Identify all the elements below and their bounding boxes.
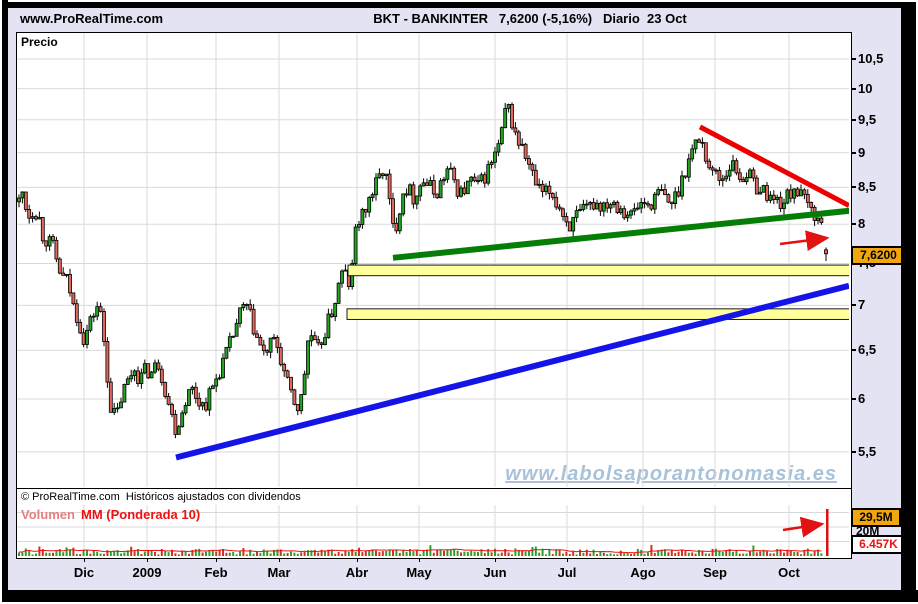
y-axis-label: 9 bbox=[858, 144, 866, 160]
x-axis-tick bbox=[357, 558, 358, 562]
y-axis-tick bbox=[851, 57, 856, 60]
x-axis-label: Mar bbox=[267, 565, 291, 580]
window-border-bottom bbox=[0, 590, 918, 604]
volume-axis-label: 20M bbox=[856, 524, 880, 538]
volume-spike bbox=[826, 509, 829, 556]
y-axis-label: 10 bbox=[858, 80, 873, 96]
y-axis-tick bbox=[851, 349, 856, 352]
x-axis-label: Abr bbox=[345, 565, 369, 580]
last-price-badge: 7,6200 bbox=[851, 246, 906, 265]
x-axis-label: Dic bbox=[73, 565, 95, 580]
trendlines bbox=[175, 124, 849, 461]
trendline-long-term-support bbox=[175, 282, 849, 461]
y-axis-label: 7 bbox=[858, 297, 866, 313]
x-axis-tick bbox=[567, 558, 568, 562]
y-axis-label: 8 bbox=[858, 216, 866, 232]
y-axis-tick bbox=[851, 223, 856, 226]
y-axis-tick bbox=[851, 151, 856, 154]
price-chart bbox=[17, 33, 849, 487]
x-axis-label: May bbox=[406, 565, 432, 580]
y-axis-tick bbox=[851, 87, 856, 90]
y-axis-label: 6 bbox=[858, 391, 866, 407]
x-axis-tick bbox=[643, 558, 644, 562]
volume-gridlines bbox=[17, 505, 849, 556]
volume-current-badge: 29,5M bbox=[851, 508, 901, 527]
x-axis-tick bbox=[789, 558, 790, 562]
y-axis-tick bbox=[851, 450, 856, 453]
volume-chart bbox=[17, 505, 849, 556]
price-panel: Precio www.labolsaporantonomasia.es © Pr… bbox=[16, 32, 852, 506]
x-axis-tick bbox=[216, 558, 217, 562]
copyright-strip: © ProRealTime.com Históricos ajustados c… bbox=[17, 488, 851, 505]
y-axis-label: 10,5 bbox=[858, 50, 884, 66]
volume-ma-label: MM (Ponderada 10) bbox=[81, 507, 201, 522]
x-axis-label: Jul bbox=[557, 565, 577, 580]
price-panel-label: Precio bbox=[21, 35, 58, 49]
x-axis-label: Feb bbox=[204, 565, 228, 580]
trendline-resistance bbox=[698, 124, 849, 208]
volume-label: Volumen bbox=[21, 507, 75, 522]
x-axis-tick bbox=[495, 558, 496, 562]
y-axis-tick bbox=[851, 118, 856, 121]
x-axis-label: Ago bbox=[630, 565, 656, 580]
y-axis-tick bbox=[851, 398, 856, 401]
y-axis-label: 5,5 bbox=[858, 443, 877, 459]
x-axis-tick bbox=[279, 558, 280, 562]
price-gridlines bbox=[17, 33, 849, 487]
volume-panel: Volumen MM (Ponderada 10) bbox=[16, 504, 852, 559]
chart-title: BKT - BANKINTER 7,6200 (-5,16%) Diario 2… bbox=[373, 11, 687, 26]
y-axis-tick bbox=[851, 186, 856, 189]
window-border-right bbox=[901, 0, 918, 604]
volume-ma-badge: 6.457K bbox=[851, 535, 906, 554]
y-axis-label: 8,5 bbox=[858, 179, 877, 195]
support-bands bbox=[346, 264, 849, 320]
site-title: www.ProRealTime.com bbox=[20, 11, 164, 26]
y-axis-tick bbox=[851, 304, 856, 307]
trendline-support-rising bbox=[392, 207, 849, 261]
alert-arrow bbox=[779, 230, 830, 251]
x-axis-tick bbox=[147, 558, 148, 562]
x-axis-tick bbox=[715, 558, 716, 562]
window-border-top bbox=[0, 0, 918, 8]
x-axis-label: Jun bbox=[483, 565, 507, 580]
candlesticks bbox=[17, 102, 828, 439]
watermark: www.labolsaporantonomasia.es bbox=[505, 463, 837, 485]
window-border-left bbox=[0, 0, 8, 604]
x-axis-label: 2009 bbox=[132, 565, 162, 580]
copyright-text: © ProRealTime.com Históricos ajustados c… bbox=[21, 491, 301, 503]
alert-arrow bbox=[782, 516, 825, 538]
volume-bars bbox=[18, 544, 823, 556]
x-axis-tick bbox=[84, 558, 85, 562]
x-axis-tick bbox=[419, 558, 420, 562]
x-axis-label: Sep bbox=[703, 565, 727, 580]
x-axis-label: Oct bbox=[778, 565, 800, 580]
y-axis-label: 6,5 bbox=[858, 342, 877, 358]
y-axis-label: 9,5 bbox=[858, 111, 877, 127]
volume-ma-line bbox=[18, 548, 822, 554]
